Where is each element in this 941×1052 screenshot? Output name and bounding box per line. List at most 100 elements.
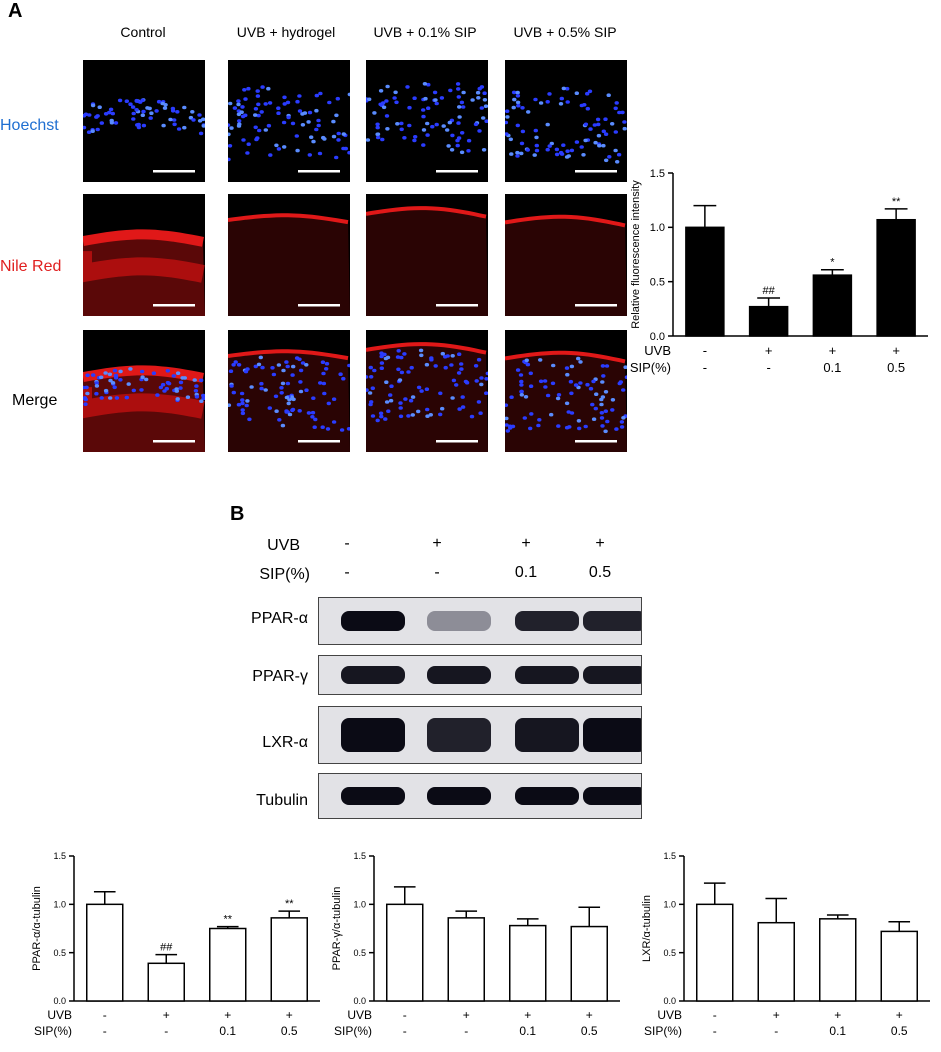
sip-value: 0.1 bbox=[519, 1024, 536, 1038]
micrograph-r2-c1 bbox=[83, 194, 205, 316]
y-tick-label: 0.5 bbox=[663, 948, 676, 958]
y-tick-label: 0.0 bbox=[650, 331, 665, 343]
blot-2 bbox=[318, 655, 647, 695]
significance-label: ## bbox=[763, 285, 776, 297]
bar bbox=[386, 903, 424, 1002]
sip-value: 0.1 bbox=[219, 1024, 236, 1038]
blot-sip-label: SIP(%) bbox=[259, 566, 310, 583]
y-tick-label: 1.5 bbox=[53, 851, 66, 861]
y-tick-label: 1.5 bbox=[663, 851, 676, 861]
column-header-uvb-hydrogel: UVB + hydrogel bbox=[236, 24, 336, 40]
uvb-label: UVB bbox=[657, 1008, 682, 1022]
y-axis-label: Relative fluorescence intensity bbox=[630, 180, 642, 329]
uvb-value: + bbox=[765, 343, 773, 358]
blot-sip-3: 0.1 bbox=[514, 564, 538, 581]
sip-value: - bbox=[774, 1024, 778, 1038]
bar bbox=[209, 927, 247, 1002]
bar bbox=[447, 917, 485, 1002]
significance-label: * bbox=[830, 257, 835, 269]
bar bbox=[880, 930, 918, 1002]
lxr-alpha-chart: 0.0 0.5 1.0 1.5 LXR/α-tubulin - - + - +0.1 +0.5 UVB… bbox=[641, 851, 930, 1038]
blot-label-ppar-gamma: PPAR-γ bbox=[252, 668, 308, 685]
y-tick-label: 1.5 bbox=[353, 851, 366, 861]
uvb-value: + bbox=[163, 1008, 170, 1022]
micrograph-r3-c3 bbox=[366, 330, 488, 452]
blot-label-ppar-alpha: PPAR-α bbox=[251, 610, 308, 627]
sip-value: - bbox=[164, 1024, 168, 1038]
uvb-value: + bbox=[834, 1008, 841, 1022]
ppar-alpha-chart: 0.0 0.5 1.0 1.5 PPAR-α/α-tubulin - - ## + - ** +0.1… bbox=[31, 851, 320, 1038]
y-tick-label: 1.0 bbox=[53, 899, 66, 909]
y-tick-label: 0.0 bbox=[353, 996, 366, 1006]
sip-value: 0.5 bbox=[887, 360, 905, 375]
uvb-value: - bbox=[403, 1008, 407, 1022]
y-tick-label: 0.5 bbox=[353, 948, 366, 958]
bar bbox=[812, 274, 853, 337]
blot-uvb-2: + bbox=[432, 535, 442, 552]
blot-uvb-1: - bbox=[344, 535, 350, 552]
sip-value: 0.1 bbox=[829, 1024, 846, 1038]
y-tick-label: 0.0 bbox=[53, 996, 66, 1006]
uvb-value: + bbox=[524, 1008, 531, 1022]
blot-label-lxr-alpha: LXR-α bbox=[262, 734, 308, 751]
row-label-hoechst: Hoechst bbox=[0, 117, 59, 134]
blot-sip-2: - bbox=[434, 564, 440, 581]
micrograph-r2-c3 bbox=[366, 194, 488, 316]
row-label-merge: Merge bbox=[12, 392, 58, 409]
uvb-value: - bbox=[703, 343, 707, 358]
micrograph-r2-c2 bbox=[228, 194, 350, 316]
uvb-value: + bbox=[463, 1008, 470, 1022]
bar bbox=[757, 921, 795, 1002]
sip-value: 0.5 bbox=[891, 1024, 908, 1038]
fluorescence-chart: 0.0 0.5 1.0 1.5 Relative fluorescence intens… bbox=[630, 168, 928, 375]
y-axis-label: LXR/α-tubulin bbox=[641, 895, 653, 962]
micrograph-r1-c4 bbox=[505, 60, 627, 182]
column-header-control: Control bbox=[120, 24, 166, 40]
blot-3 bbox=[318, 706, 647, 764]
column-header-uvb-01-sip: UVB + 0.1% SIP bbox=[373, 24, 477, 40]
micrograph-r2-c4 bbox=[505, 194, 627, 316]
y-tick-label: 1.0 bbox=[663, 899, 676, 909]
bar bbox=[86, 903, 124, 1002]
blot-sip-1: - bbox=[344, 564, 350, 581]
uvb-value: + bbox=[224, 1008, 231, 1022]
y-tick-label: 1.5 bbox=[650, 168, 665, 180]
uvb-label: UVB bbox=[644, 343, 671, 358]
bar bbox=[685, 226, 725, 337]
blot-uvb-3: + bbox=[521, 535, 531, 552]
uvb-value: - bbox=[713, 1008, 717, 1022]
uvb-value: + bbox=[773, 1008, 780, 1022]
bar bbox=[748, 305, 789, 337]
micrograph-r1-c1 bbox=[83, 60, 205, 182]
bar bbox=[147, 962, 185, 1002]
blot-uvb-label: UVB bbox=[267, 537, 300, 554]
sip-label: SIP(%) bbox=[644, 1024, 682, 1038]
panel-b-letter: B bbox=[230, 503, 245, 525]
sip-label: SIP(%) bbox=[334, 1024, 372, 1038]
micrograph-r3-c1 bbox=[83, 330, 205, 452]
bar bbox=[270, 917, 308, 1002]
bar bbox=[696, 903, 734, 1002]
bar bbox=[876, 218, 916, 337]
micrograph-r1-c2 bbox=[228, 60, 350, 182]
sip-value: - bbox=[703, 360, 707, 375]
bar bbox=[570, 925, 608, 1002]
ppar-gamma-chart: 0.0 0.5 1.0 1.5 PPAR-γ/α-tubulin - - + - +0.1 +0.5… bbox=[331, 851, 620, 1038]
column-header-uvb-05-sip: UVB + 0.5% SIP bbox=[513, 24, 617, 40]
sip-value: - bbox=[713, 1024, 717, 1038]
panel-a-letter: A bbox=[8, 0, 23, 22]
uvb-value: - bbox=[103, 1008, 107, 1022]
bar bbox=[509, 924, 547, 1002]
sip-value: - bbox=[103, 1024, 107, 1038]
sip-value: - bbox=[403, 1024, 407, 1038]
y-tick-label: 0.5 bbox=[53, 948, 66, 958]
significance-label: ## bbox=[160, 942, 173, 954]
y-axis-label: PPAR-α/α-tubulin bbox=[31, 886, 43, 971]
blot-4 bbox=[318, 773, 647, 819]
y-tick-label: 1.0 bbox=[353, 899, 366, 909]
uvb-value: + bbox=[892, 343, 900, 358]
uvb-value: + bbox=[286, 1008, 293, 1022]
uvb-value: + bbox=[586, 1008, 593, 1022]
micrograph-r3-c4 bbox=[505, 330, 627, 452]
sip-value: - bbox=[766, 360, 770, 375]
